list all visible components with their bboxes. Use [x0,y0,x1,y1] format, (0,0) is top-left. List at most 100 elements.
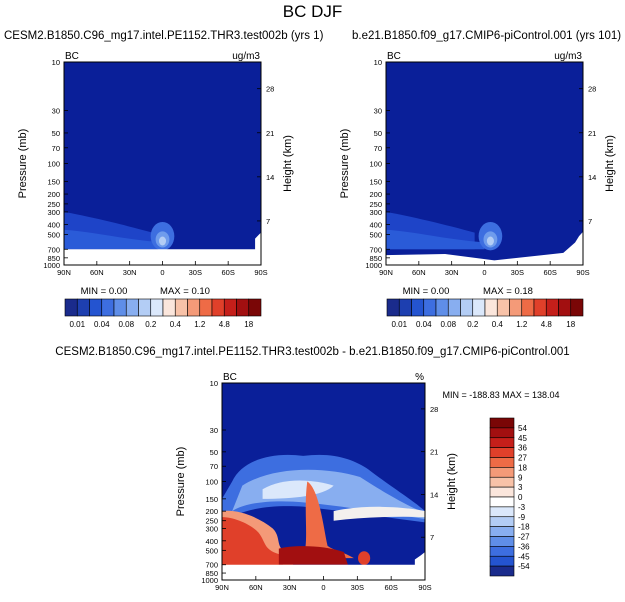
colorbar-label: 18 [244,320,253,329]
colorbar-swatch [472,298,486,317]
x-tick-label: 60N [412,268,426,277]
colorbar-swatch [101,298,115,317]
colorbar-label: 0.08 [118,320,134,329]
x-tick-label: 0 [160,268,164,277]
units-label: % [415,372,424,383]
colorbar-swatch [489,555,515,567]
left-label: BC [223,372,237,383]
colorbar-swatch [489,546,515,557]
y-tick-label: 30 [374,106,382,115]
colorbar-label: -18 [518,523,530,532]
y-tick-label: 70 [210,462,218,471]
colorbar-swatch [248,298,262,317]
panel1-max-label: MAX = 0.10 [160,286,210,297]
panel-2 [385,61,584,266]
y-tick-label: 250 [205,517,218,526]
colorbar-swatch [125,298,139,317]
y-axis-label: Pressure (mb) [17,129,29,199]
colorbar-swatch [447,298,461,317]
x-tick-label: 0 [321,583,325,592]
colorbar-swatch [570,298,584,317]
colorbar-swatch [174,298,188,317]
y-right-tick-label: 7 [266,217,270,226]
field-layer [386,229,485,250]
colorbar-label: 4.8 [219,320,231,329]
colorbar-label: 27 [518,454,527,463]
y-tick-label: 1000 [365,261,382,270]
x-tick-label: 90N [379,268,393,277]
y-tick-label: 10 [210,379,218,388]
y-tick-label: 700 [205,561,218,570]
colorbar-label: 18 [518,463,527,472]
x-tick-label: 60S [221,268,234,277]
colorbar-swatch [496,298,510,317]
y-tick-label: 1000 [43,261,60,270]
colorbar-swatch [489,496,515,508]
colorbar-swatch [489,506,515,518]
colorbar-label: 0.4 [492,320,504,329]
colorbar-label: -54 [518,562,530,571]
x-tick-label: 30N [283,583,297,592]
colorbar-label: 3 [518,483,523,492]
y-tick-label: 850 [369,254,382,263]
colorbar-swatch [489,437,515,448]
colorbar-label: 0.04 [416,320,432,329]
y-tick-label: 30 [210,426,218,435]
y-tick-label: 100 [205,478,218,487]
y-right-tick-label: 21 [430,448,438,457]
y-tick-label: 850 [47,254,60,263]
colorbar-swatch [386,298,400,317]
y-right-tick-label: 28 [430,405,438,414]
y-axis-label: Pressure (mb) [175,447,187,517]
field-layer [64,229,163,250]
colorbar-swatch [398,298,412,317]
y-tick-label: 250 [47,200,60,209]
colorbar-label: 1.2 [194,320,206,329]
y-right-axis-label: Height (km) [282,135,294,192]
colorbar-label: 0.4 [170,320,182,329]
x-tick-label: 90S [254,268,267,277]
ground-mask [64,232,261,265]
y-tick-label: 70 [52,144,60,153]
colorbar-swatch [489,565,515,577]
colorbar-label: 0 [518,493,523,502]
panel-1 [63,61,262,266]
y-tick-label: 200 [205,507,218,516]
figure-title: BC DJF [282,2,343,21]
field-positive [222,517,283,580]
panel-1-field [64,62,261,265]
left-label: BC [65,51,79,62]
field-positive [303,481,354,559]
colorbar-swatch [545,298,559,317]
y-tick-label: 10 [374,58,382,67]
colorbar-label: -9 [518,513,526,522]
colorbar-swatch [533,298,547,317]
ground-mask [386,231,583,265]
colorbar-swatch [199,298,213,317]
colorbar-swatch [489,457,515,468]
y-right-tick-label: 14 [266,173,274,182]
y-tick-label: 1000 [201,576,218,585]
colorbar-swatch [64,298,78,317]
panel3-minmax-label: MIN = -188.83 MAX = 138.04 [442,390,559,400]
y-tick-label: 100 [47,160,60,169]
colorbar-swatch [489,427,515,439]
panel2-max-label: MAX = 0.18 [483,286,533,297]
field-positive [278,546,348,565]
panel2-min-label: MIN = 0.00 [403,286,450,297]
y-axis-label: Pressure (mb) [339,129,351,199]
y-right-tick-label: 14 [430,490,438,499]
y-right-tick-label: 7 [588,217,592,226]
colorbar-swatch [509,298,523,317]
x-tick-label: 90N [215,583,229,592]
colorbar-swatch [489,476,515,488]
y-right-tick-label: 14 [588,173,596,182]
colorbar-label: 0.08 [440,320,456,329]
y-tick-label: 500 [205,546,218,555]
colorbar-swatch [558,298,572,317]
x-tick-label: 30S [189,268,202,277]
panel1-title: CESM2.B1850.C96_mg17.intel.PE1152.THR3.t… [4,30,324,42]
field-maximum [486,236,494,246]
panel-3 [221,382,426,581]
colorbar-swatch [411,298,425,317]
